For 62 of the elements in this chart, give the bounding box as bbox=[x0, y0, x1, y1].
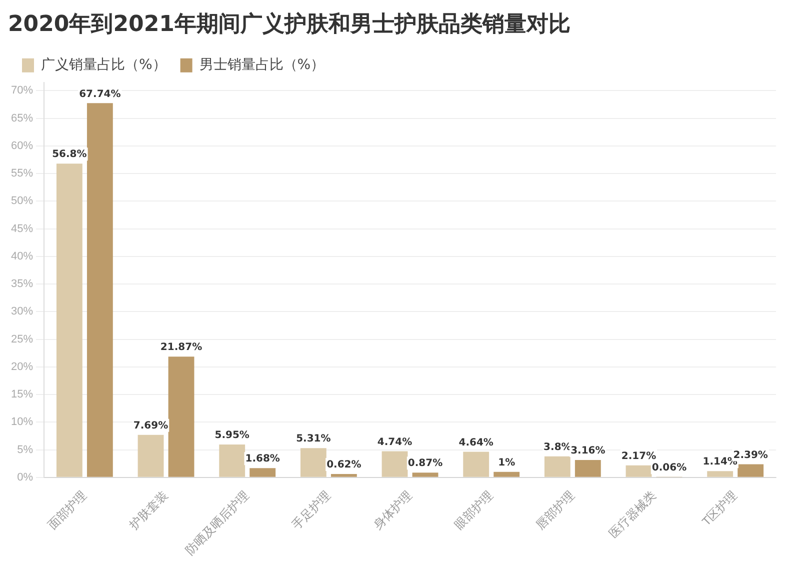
data-label: 3.16% bbox=[570, 446, 606, 457]
data-label: 1% bbox=[498, 457, 516, 468]
chart-title: 2020年到2021年期间广义护肤和男士护肤品类销量对比 bbox=[8, 10, 570, 37]
y-tick-label: 40% bbox=[10, 250, 34, 262]
data-label: 21.87% bbox=[160, 342, 202, 354]
bar bbox=[330, 474, 357, 477]
bar bbox=[412, 472, 438, 477]
data-label: 1.68% bbox=[245, 454, 280, 465]
y-tick-label: 0% bbox=[17, 471, 34, 484]
y-tick-label: 55% bbox=[10, 168, 34, 180]
legend-label: 男士销量占比（%） bbox=[199, 57, 325, 74]
bar bbox=[707, 471, 734, 477]
bar bbox=[219, 444, 246, 477]
data-label: 2.39% bbox=[733, 450, 768, 461]
bar bbox=[168, 356, 194, 477]
y-tick-label: 5% bbox=[17, 444, 34, 456]
data-label: 0.06% bbox=[652, 462, 687, 474]
bar bbox=[382, 451, 408, 477]
bar bbox=[574, 460, 601, 477]
y-tick-label: 45% bbox=[10, 222, 34, 235]
y-tick-label: 50% bbox=[10, 195, 34, 208]
y-tick-label: 15% bbox=[10, 388, 34, 401]
bar bbox=[738, 464, 764, 477]
data-label: 4.64% bbox=[458, 437, 494, 448]
y-tick-label: 20% bbox=[10, 360, 34, 373]
data-label: 2.17% bbox=[621, 451, 656, 462]
y-tick-label: 70% bbox=[10, 84, 34, 97]
y-tick-label: 35% bbox=[10, 278, 34, 290]
x-tick-label: 防晒及晒后护理 bbox=[182, 488, 252, 558]
bar bbox=[250, 468, 276, 477]
data-label: 3.8% bbox=[544, 442, 572, 454]
data-label: 7.69% bbox=[133, 420, 168, 432]
y-tick-label: 25% bbox=[10, 333, 34, 346]
bar bbox=[138, 434, 164, 477]
data-label: 67.74% bbox=[79, 88, 121, 100]
y-tick-label: 30% bbox=[10, 306, 34, 318]
data-label: 1.14% bbox=[702, 456, 738, 468]
data-label: 56.8% bbox=[52, 149, 87, 160]
x-tick-label: 面部护理 bbox=[45, 488, 90, 532]
bar bbox=[626, 465, 652, 477]
y-tick-label: 60% bbox=[10, 140, 34, 152]
data-label: 0.62% bbox=[326, 460, 362, 471]
x-tick-label: 身体护理 bbox=[370, 488, 414, 532]
x-tick-label: T区护理 bbox=[699, 488, 740, 529]
y-tick-label: 10% bbox=[10, 416, 34, 428]
data-label: 4.74% bbox=[377, 436, 412, 448]
x-tick-label: 护肤套装 bbox=[126, 488, 170, 533]
bar bbox=[463, 452, 490, 477]
data-label: 0.87% bbox=[408, 458, 443, 470]
data-label: 5.95% bbox=[214, 430, 250, 442]
x-tick-label: 手足护理 bbox=[289, 488, 334, 532]
x-tick-label: 唇部护理 bbox=[533, 488, 578, 532]
bar bbox=[86, 103, 113, 477]
legend-label: 广义销量占比（%） bbox=[41, 57, 166, 74]
x-tick-label: 眼部护理 bbox=[452, 488, 496, 532]
bar bbox=[300, 448, 326, 477]
y-tick-label: 65% bbox=[10, 112, 34, 124]
bar bbox=[544, 456, 570, 477]
bar bbox=[56, 164, 82, 477]
x-tick-label: 医疗器械类 bbox=[606, 488, 658, 540]
data-label: 5.31% bbox=[296, 434, 331, 445]
bar bbox=[494, 472, 520, 477]
